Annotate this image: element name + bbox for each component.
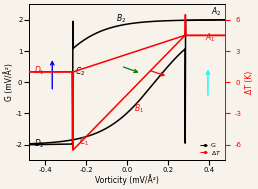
Text: $C_2$: $C_2$ [75,65,85,77]
Text: $A_2$: $A_2$ [211,6,222,18]
X-axis label: Vorticity (mV/Å²): Vorticity (mV/Å²) [95,174,159,185]
Legend: G, $\Delta T$: G, $\Delta T$ [199,142,222,157]
Text: $C_1$: $C_1$ [79,135,89,148]
Text: $D_2$: $D_2$ [34,138,45,150]
Text: $B_2$: $B_2$ [116,13,126,25]
Y-axis label: ΔT (K): ΔT (K) [245,71,254,94]
Text: $A_1$: $A_1$ [205,31,215,44]
Text: $D_1$: $D_1$ [34,64,45,77]
Text: $B_1$: $B_1$ [134,102,144,115]
Y-axis label: G (mV/Å²): G (mV/Å²) [4,63,14,101]
